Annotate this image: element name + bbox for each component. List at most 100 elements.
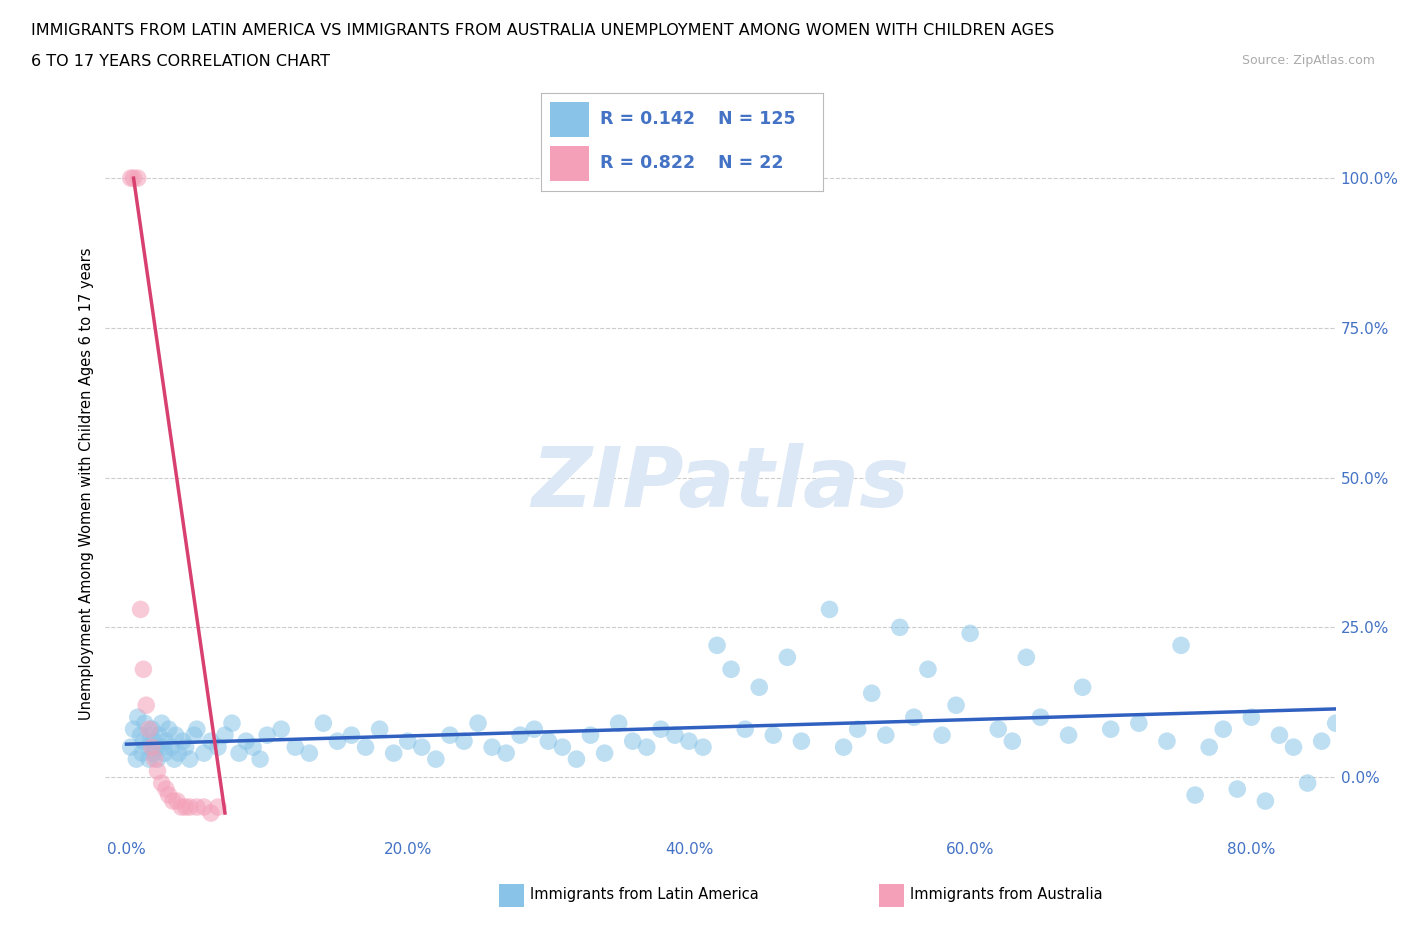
Point: [1395, 739, 1406, 754]
Point: [193, 800, 215, 815]
Point: [132, 734, 155, 749]
Point: [129, 602, 152, 617]
Point: [150, 716, 173, 731]
Point: [1184, 788, 1206, 803]
Point: [1268, 728, 1291, 743]
Point: [170, 800, 193, 815]
Point: [860, 685, 883, 700]
Point: [1353, 734, 1375, 749]
Point: [1170, 638, 1192, 653]
Point: [411, 739, 433, 754]
Point: [1128, 716, 1150, 731]
Point: [152, 739, 174, 754]
Point: [945, 698, 967, 712]
Point: [537, 734, 560, 749]
FancyBboxPatch shape: [550, 101, 589, 137]
Text: ZIPatlas: ZIPatlas: [531, 443, 910, 525]
Point: [235, 734, 257, 749]
Point: [1156, 734, 1178, 749]
Point: [340, 728, 363, 743]
Point: [1198, 739, 1220, 754]
Point: [467, 716, 489, 731]
Point: [1296, 776, 1319, 790]
Point: [720, 662, 742, 677]
Text: 6 TO 17 YEARS CORRELATION CHART: 6 TO 17 YEARS CORRELATION CHART: [31, 54, 330, 69]
Point: [790, 734, 813, 749]
Point: [607, 716, 630, 731]
Point: [523, 722, 546, 737]
Point: [127, 710, 149, 724]
Point: [165, 728, 187, 743]
Point: [127, 171, 149, 186]
Point: [678, 734, 700, 749]
Point: [256, 728, 278, 743]
Point: [354, 739, 377, 754]
Text: R = 0.822: R = 0.822: [600, 154, 696, 172]
Point: [425, 751, 447, 766]
Point: [200, 805, 222, 820]
Point: [1339, 722, 1361, 737]
Point: [132, 662, 155, 677]
Point: [396, 734, 419, 749]
Point: [138, 751, 160, 766]
Text: Immigrants from Australia: Immigrants from Australia: [910, 887, 1102, 902]
Point: [509, 728, 531, 743]
Point: [1381, 728, 1403, 743]
Point: [481, 739, 503, 754]
Point: [162, 793, 184, 808]
Point: [1099, 722, 1122, 737]
Point: [125, 751, 148, 766]
Point: [593, 746, 616, 761]
Text: Source: ZipAtlas.com: Source: ZipAtlas.com: [1241, 54, 1375, 67]
Point: [734, 722, 756, 737]
Point: [565, 751, 588, 766]
Point: [1001, 734, 1024, 749]
Point: [122, 722, 145, 737]
Point: [931, 728, 953, 743]
Point: [987, 722, 1010, 737]
Text: N = 125: N = 125: [718, 111, 796, 128]
Point: [186, 800, 208, 815]
Point: [832, 739, 855, 754]
Point: [135, 698, 157, 712]
Point: [207, 800, 229, 815]
Point: [326, 734, 349, 749]
Text: Immigrants from Latin America: Immigrants from Latin America: [530, 887, 759, 902]
Point: [155, 781, 177, 796]
Point: [818, 602, 841, 617]
Point: [1254, 793, 1277, 808]
Point: [120, 739, 142, 754]
Point: [762, 728, 785, 743]
Point: [141, 739, 163, 754]
Point: [664, 728, 686, 743]
Point: [139, 728, 162, 743]
Point: [636, 739, 658, 754]
Point: [183, 728, 205, 743]
Point: [650, 722, 672, 737]
Point: [228, 746, 250, 761]
Point: [692, 739, 714, 754]
Point: [172, 734, 194, 749]
Point: [163, 751, 186, 766]
Point: [153, 746, 176, 761]
Point: [284, 739, 307, 754]
Text: IMMIGRANTS FROM LATIN AMERICA VS IMMIGRANTS FROM AUSTRALIA UNEMPLOYMENT AMONG WO: IMMIGRANTS FROM LATIN AMERICA VS IMMIGRA…: [31, 23, 1054, 38]
Point: [776, 650, 799, 665]
Point: [207, 739, 229, 754]
Point: [298, 746, 321, 761]
Point: [1212, 722, 1234, 737]
Point: [146, 751, 169, 766]
Point: [382, 746, 405, 761]
Point: [174, 800, 197, 815]
Point: [200, 734, 222, 749]
Point: [143, 751, 166, 766]
Point: [129, 728, 152, 743]
Y-axis label: Unemployment Among Women with Children Ages 6 to 17 years: Unemployment Among Women with Children A…: [79, 247, 94, 720]
Point: [1310, 734, 1333, 749]
Point: [179, 800, 201, 815]
Point: [748, 680, 770, 695]
Point: [846, 722, 869, 737]
Point: [120, 171, 142, 186]
Point: [221, 716, 243, 731]
Point: [155, 734, 177, 749]
